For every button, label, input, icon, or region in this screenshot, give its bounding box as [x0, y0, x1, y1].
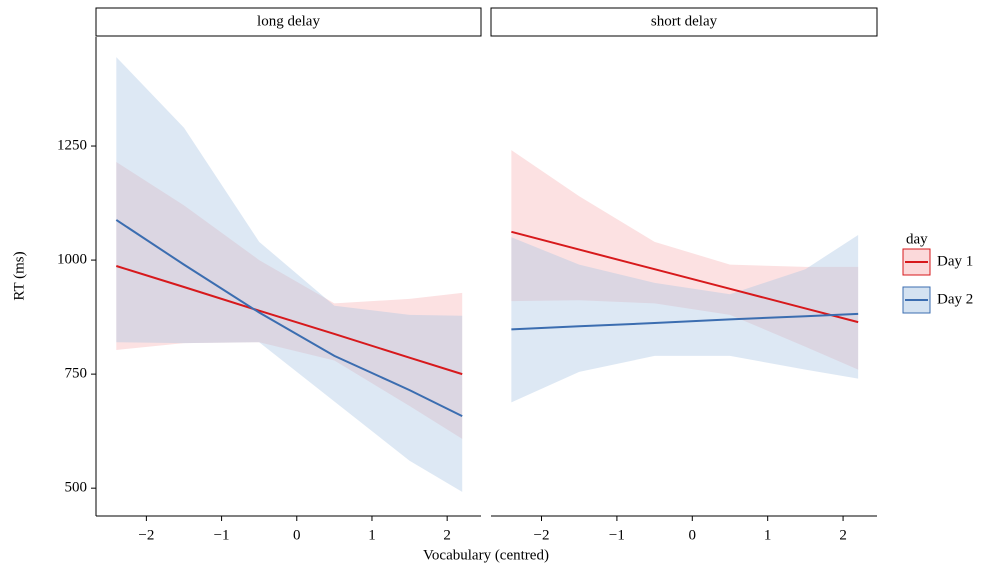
- x-tick-label: −2: [138, 527, 154, 543]
- y-axis-label: RT (ms): [11, 251, 27, 300]
- trend-line: [116, 265, 463, 376]
- x-tick-label: 1: [368, 527, 376, 543]
- y-tick-label: 1250: [57, 137, 87, 153]
- y-tick-label: 750: [65, 366, 88, 382]
- confidence-ribbon: [511, 150, 859, 370]
- legend-label: Day 1: [937, 253, 973, 269]
- x-tick-label: −1: [214, 527, 230, 543]
- facet-title: short delay: [651, 13, 718, 29]
- x-tick-label: 2: [443, 527, 451, 543]
- x-tick-label: −1: [609, 527, 625, 543]
- x-tick-label: −2: [534, 527, 550, 543]
- x-tick-label: 0: [293, 527, 301, 543]
- legend-label: Day 2: [937, 291, 973, 307]
- trend-line: [115, 219, 463, 417]
- facet-strip: [95, 7, 482, 37]
- x-axis-label: Vocabulary (centred): [423, 547, 549, 563]
- facet-strip: [490, 7, 878, 37]
- trend-line: [511, 312, 859, 331]
- confidence-ribbon: [511, 234, 859, 403]
- x-tick-label: 1: [764, 527, 772, 543]
- x-tick-label: 2: [839, 527, 847, 543]
- confidence-ribbon: [116, 57, 463, 492]
- x-tick-label: 0: [689, 527, 697, 543]
- legend-title: day: [906, 231, 928, 247]
- confidence-ribbon: [116, 161, 463, 439]
- y-tick-label: 1000: [57, 252, 87, 268]
- y-tick-label: 500: [65, 480, 88, 496]
- facet-title: long delay: [257, 13, 320, 29]
- trend-line: [511, 230, 859, 324]
